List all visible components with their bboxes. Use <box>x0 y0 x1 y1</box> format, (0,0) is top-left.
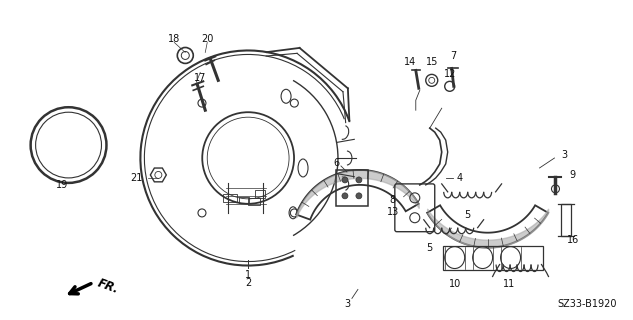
Text: 13: 13 <box>387 207 399 217</box>
Text: 10: 10 <box>449 279 461 290</box>
Text: 5: 5 <box>427 243 433 252</box>
Text: 20: 20 <box>201 34 213 44</box>
Text: 8: 8 <box>390 195 396 205</box>
Text: 5: 5 <box>465 210 471 220</box>
Text: 4: 4 <box>456 173 463 183</box>
Bar <box>561 204 572 236</box>
Bar <box>255 190 265 198</box>
Bar <box>223 194 237 202</box>
Text: 2: 2 <box>245 278 251 288</box>
Text: 19: 19 <box>56 180 69 190</box>
Text: 18: 18 <box>168 34 180 44</box>
Text: 3: 3 <box>561 150 568 160</box>
Text: 3: 3 <box>344 300 350 309</box>
Text: 21: 21 <box>130 173 142 183</box>
Text: 6: 6 <box>333 158 339 168</box>
Text: 16: 16 <box>567 235 580 245</box>
Text: 1: 1 <box>245 269 251 279</box>
Circle shape <box>342 177 348 183</box>
Text: 11: 11 <box>503 279 516 290</box>
Text: 15: 15 <box>425 57 438 68</box>
Bar <box>239 197 249 203</box>
Text: 17: 17 <box>194 73 206 83</box>
Circle shape <box>356 177 362 183</box>
Bar <box>442 246 542 269</box>
Circle shape <box>342 193 348 199</box>
Text: 12: 12 <box>444 69 456 79</box>
Bar <box>248 198 260 205</box>
Text: 14: 14 <box>404 57 416 68</box>
Text: FR.: FR. <box>96 276 120 296</box>
Circle shape <box>356 193 362 199</box>
Bar <box>336 170 368 206</box>
Text: 7: 7 <box>451 52 457 61</box>
Text: SZ33-B1920: SZ33-B1920 <box>558 299 617 309</box>
Text: 9: 9 <box>569 170 575 180</box>
